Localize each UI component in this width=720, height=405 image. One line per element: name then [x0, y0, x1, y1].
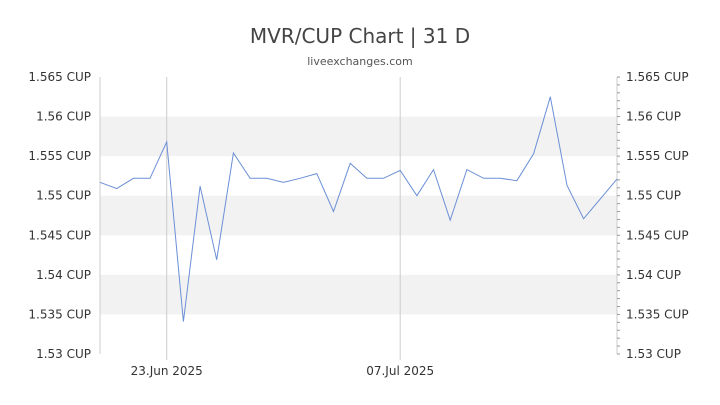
y-tick-label-right: 1.56 CUP	[626, 110, 681, 124]
y-tick-label-right: 1.54 CUP	[626, 268, 681, 282]
y-tick-label-left: 1.55 CUP	[36, 189, 91, 203]
grid-band	[100, 274, 617, 315]
y-tick-label-left: 1.56 CUP	[36, 110, 91, 124]
y-tick-label-right: 1.555 CUP	[626, 149, 689, 163]
y-tick-label-left: 1.535 CUP	[28, 307, 91, 321]
y-tick-label-left: 1.53 CUP	[36, 347, 91, 361]
y-tick-label-right: 1.55 CUP	[626, 189, 681, 203]
x-tick-label: 07.Jul 2025	[366, 364, 434, 378]
y-tick-label-right: 1.565 CUP	[626, 70, 689, 84]
y-tick-label-right: 1.53 CUP	[626, 347, 681, 361]
y-tick-label-left: 1.545 CUP	[28, 228, 91, 242]
y-tick-label-left: 1.54 CUP	[36, 268, 91, 282]
grid-band	[100, 116, 617, 157]
grid-band	[100, 195, 617, 236]
chart-subtitle: liveexchanges.com	[307, 55, 413, 68]
chart-title: MVR/CUP Chart | 31 D	[249, 24, 471, 48]
y-tick-label-left: 1.565 CUP	[28, 70, 91, 84]
y-tick-label-right: 1.535 CUP	[626, 307, 689, 321]
x-tick-label: 23.Jun 2025	[131, 364, 203, 378]
series-line	[99, 96, 618, 322]
y-tick-label-left: 1.555 CUP	[28, 149, 91, 163]
y-tick-label-right: 1.545 CUP	[626, 228, 689, 242]
